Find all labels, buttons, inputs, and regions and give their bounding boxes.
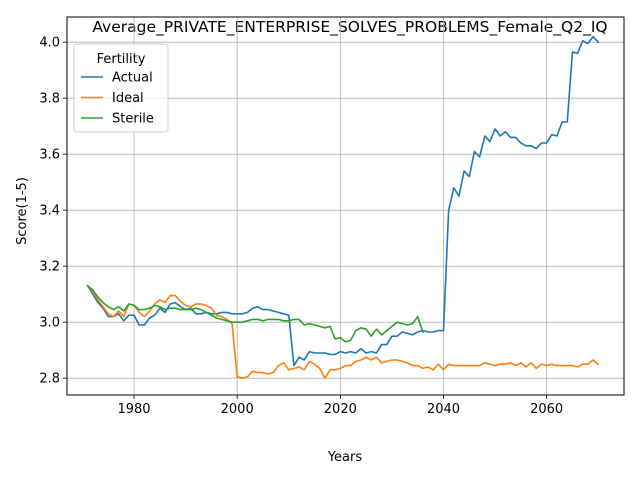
y-tick-label: 3.0: [39, 316, 60, 331]
y-tick-label: 2.8: [39, 372, 60, 387]
y-tick-label: 3.2: [39, 260, 60, 275]
series-line-actual: [86, 35, 600, 367]
series-lines: [86, 35, 600, 380]
y-axis-label: Score(1-5): [15, 177, 30, 245]
series-line-ideal: [86, 284, 600, 380]
legend-items: Actual Ideal Sterile: [81, 71, 154, 127]
legend-title: Fertility: [97, 52, 146, 67]
gridlines: [67, 17, 624, 395]
y-tick-label: 4.0: [39, 36, 60, 51]
x-axis-label: Years: [327, 450, 363, 465]
legend: Fertility Actual Ideal Sterile: [73, 43, 169, 133]
x-tick-label: 1980: [117, 402, 150, 417]
y-axis-ticks: 2.8 3.0 3.2 3.4 3.6 3.8 4.0: [39, 36, 67, 387]
x-tick-label: 2020: [324, 402, 357, 417]
legend-label-sterile: Sterile: [112, 112, 154, 127]
series-line-sterile: [86, 284, 424, 343]
chart-title: Average_PRIVATE_ENTERPRISE_SOLVES_PROBLE…: [92, 18, 607, 37]
y-tick-label: 3.6: [39, 148, 60, 163]
x-axis-ticks: 1980 2000 2020 2040 2060: [117, 395, 563, 417]
plot-frame: [66, 16, 625, 396]
y-tick-label: 3.8: [39, 92, 60, 107]
x-tick-label: 2000: [221, 402, 254, 417]
legend-box: [73, 43, 169, 133]
x-tick-label: 2060: [530, 402, 563, 417]
legend-label-actual: Actual: [112, 71, 153, 86]
y-tick-label: 3.4: [39, 204, 60, 219]
x-tick-label: 2040: [427, 402, 460, 417]
legend-label-ideal: Ideal: [112, 91, 144, 106]
